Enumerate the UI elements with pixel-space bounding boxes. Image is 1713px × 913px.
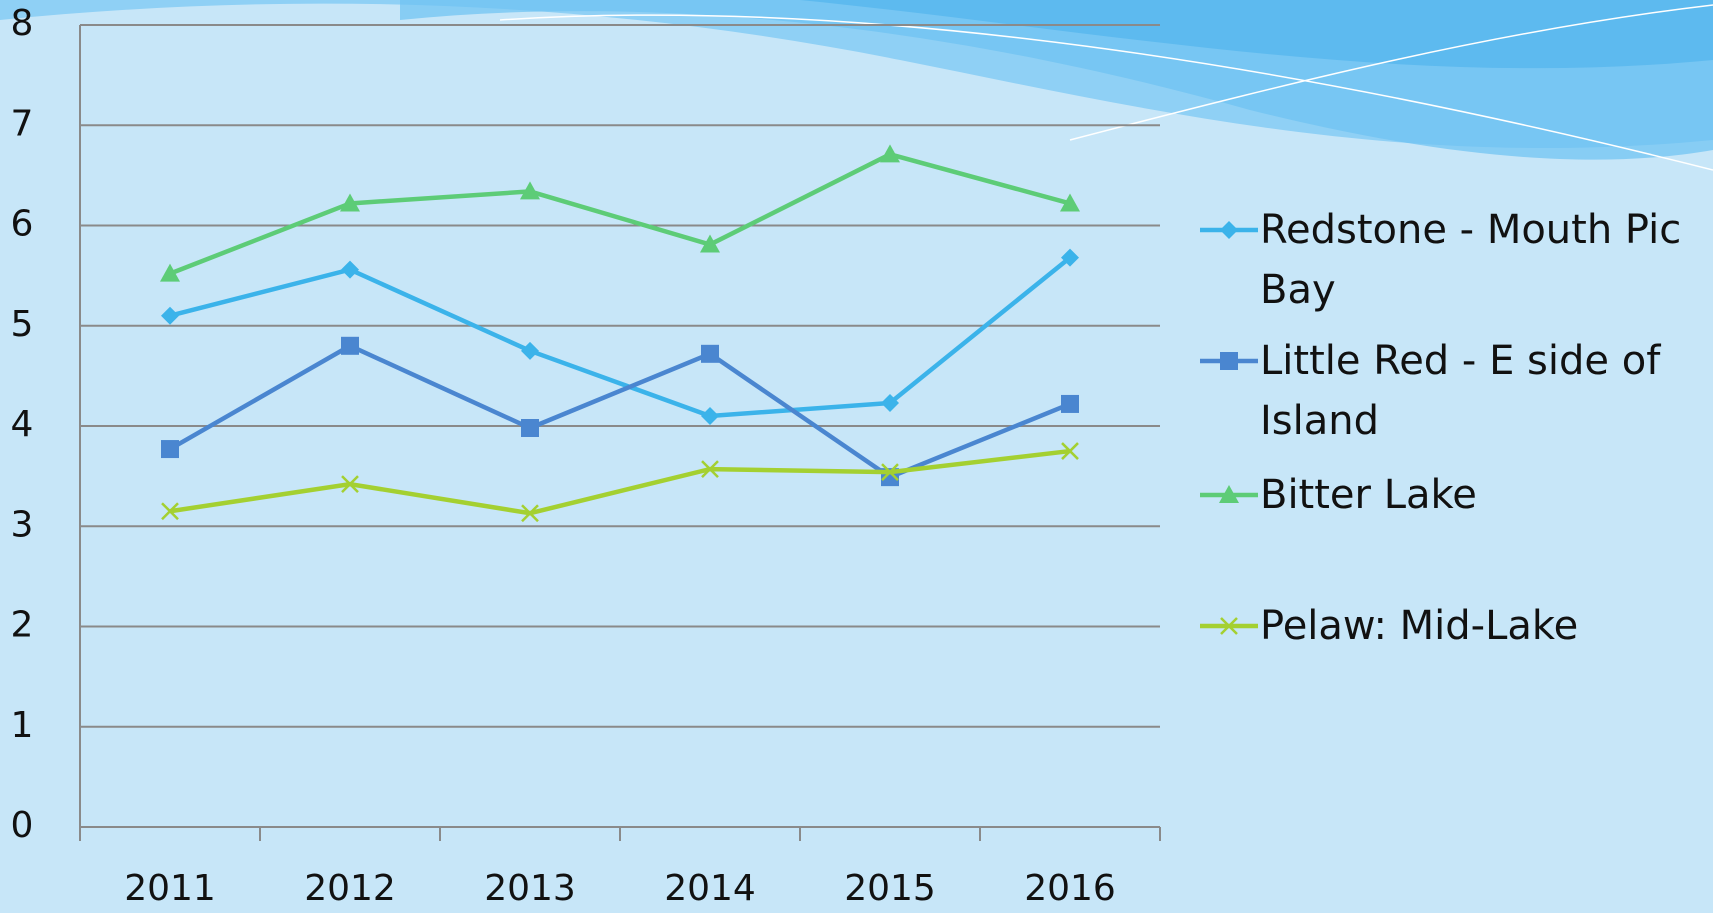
marker	[161, 307, 179, 325]
marker	[1061, 395, 1079, 413]
x-tick-label: 2014	[664, 868, 756, 909]
y-tick-label: 7	[11, 103, 34, 144]
y-tick-label: 5	[11, 304, 34, 345]
y-tick-label: 3	[11, 504, 34, 545]
marker	[701, 407, 719, 425]
legend-entry: Little Red - E side of Island	[1198, 331, 1698, 451]
marker	[341, 337, 359, 355]
y-tick-label: 8	[11, 3, 34, 44]
x-tick-label: 2016	[1024, 868, 1116, 909]
legend-icon	[1198, 604, 1260, 648]
y-tick-label: 2	[11, 605, 34, 646]
legend-icon	[1198, 473, 1260, 517]
slide: 0 1 2 3 4 5 6 7 8 2011 2012 2013 2014 2015 2016 Redsto…	[0, 0, 1713, 913]
legend-label: Pelaw: Mid-Lake	[1260, 596, 1698, 656]
legend-entry: Bitter Lake	[1198, 465, 1698, 525]
y-tick-label: 0	[11, 805, 34, 846]
legend-label: Little Red - E side of Island	[1260, 331, 1698, 451]
legend-icon	[1198, 339, 1260, 383]
marker	[521, 419, 539, 437]
marker	[701, 345, 719, 363]
marker	[521, 342, 539, 360]
y-tick-label: 1	[11, 705, 34, 746]
x-tick-label: 2011	[124, 868, 216, 909]
marker	[341, 261, 359, 279]
marker	[880, 144, 900, 162]
x-tick-label: 2015	[844, 868, 936, 909]
marker	[1220, 221, 1238, 239]
series-line	[170, 154, 1070, 273]
x-tick-label: 2012	[304, 868, 396, 909]
y-tick-label: 4	[11, 404, 34, 445]
marker	[161, 440, 179, 458]
y-tick-label: 6	[11, 204, 34, 245]
chart: 0 1 2 3 4 5 6 7 8 2011 2012 2013 2014 2015 2016	[0, 0, 1713, 913]
legend-icon	[1198, 208, 1260, 252]
legend-label: Bitter Lake	[1260, 465, 1698, 525]
marker	[1220, 352, 1238, 370]
legend-label: Redstone - Mouth Pic Bay	[1260, 200, 1698, 320]
x-tick-label: 2013	[484, 868, 576, 909]
legend-entry: Redstone - Mouth Pic Bay	[1198, 200, 1698, 320]
legend-entry: Pelaw: Mid-Lake	[1198, 596, 1698, 656]
